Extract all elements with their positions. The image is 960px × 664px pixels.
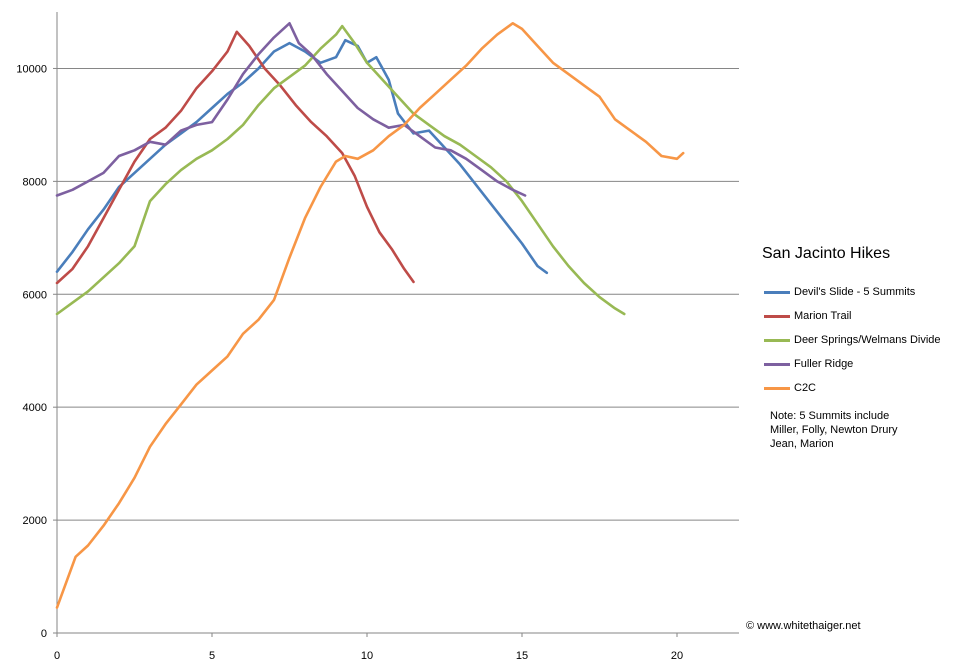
y-tick-label: 10000 xyxy=(16,63,47,75)
x-tick-label: 15 xyxy=(516,650,528,662)
y-tick-label: 8000 xyxy=(23,176,47,188)
x-tick-label: 10 xyxy=(361,650,373,662)
legend-title: San Jacinto Hikes xyxy=(762,245,890,263)
x-tick-label: 5 xyxy=(209,650,215,662)
legend-label: Fuller Ridge xyxy=(794,358,853,370)
legend-label: C2C xyxy=(794,382,816,394)
series-line xyxy=(57,26,624,314)
note-line: Note: 5 Summits include xyxy=(770,409,898,423)
y-tick-label: 6000 xyxy=(23,289,47,301)
legend: Devil's Slide - 5 Summits Marion Trail D… xyxy=(764,280,941,400)
y-tick-label: 2000 xyxy=(23,515,47,527)
y-tick-label: 0 xyxy=(41,628,47,640)
legend-label: Deer Springs/Welmans Divide xyxy=(794,334,941,346)
legend-item-deer-springs: Deer Springs/Welmans Divide xyxy=(764,328,941,352)
legend-swatch xyxy=(764,363,790,366)
series-line xyxy=(57,40,547,273)
y-tick-label: 4000 xyxy=(23,402,47,414)
legend-swatch xyxy=(764,387,790,390)
legend-item-c2c: C2C xyxy=(764,376,941,400)
legend-label: Devil's Slide - 5 Summits xyxy=(794,286,915,298)
legend-swatch xyxy=(764,291,790,294)
series-line xyxy=(57,23,525,195)
legend-item-marion-trail: Marion Trail xyxy=(764,304,941,328)
tick-labels: 0 2000 4000 6000 8000 10000 0 5 10 15 20 xyxy=(16,63,683,662)
note-line: Jean, Marion xyxy=(770,437,898,451)
legend-label: Marion Trail xyxy=(794,310,851,322)
x-tick-label: 20 xyxy=(671,650,683,662)
legend-item-fuller-ridge: Fuller Ridge xyxy=(764,352,941,376)
legend-swatch xyxy=(764,315,790,318)
legend-item-devils-slide: Devil's Slide - 5 Summits xyxy=(764,280,941,304)
note-annotation: Note: 5 Summits include Miller, Folly, N… xyxy=(770,409,898,451)
copyright-notice: © www.whitethaiger.net xyxy=(746,620,861,632)
note-line: Miller, Folly, Newton Drury xyxy=(770,423,898,437)
x-tick-label: 0 xyxy=(54,650,60,662)
legend-swatch xyxy=(764,339,790,342)
